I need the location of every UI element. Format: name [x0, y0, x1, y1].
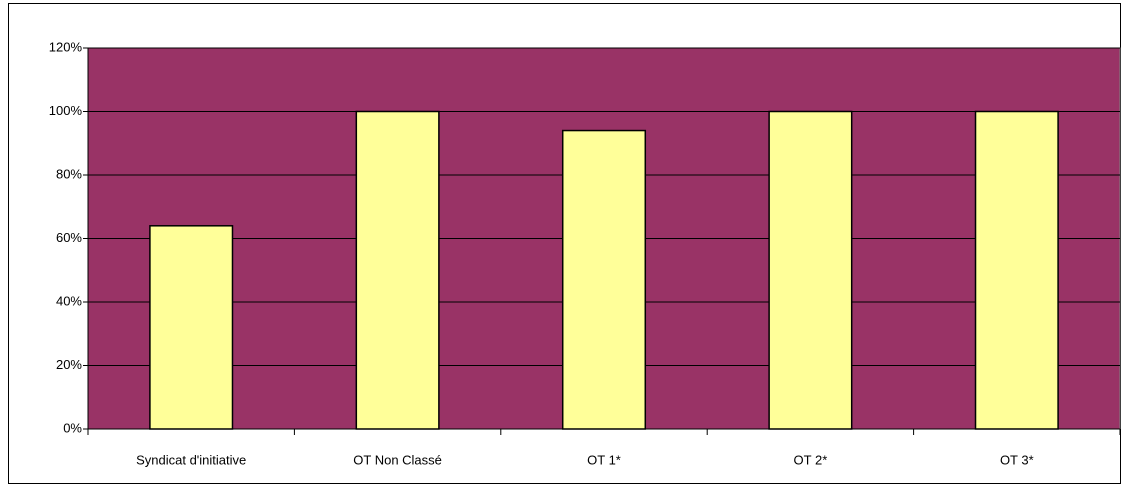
- bar: [149, 225, 234, 430]
- x-tick-label: OT 3*: [1000, 452, 1034, 467]
- x-tick-label: Syndicat d'initiative: [136, 452, 246, 467]
- bar: [355, 110, 440, 430]
- y-tick-label: 120%: [49, 39, 83, 54]
- bar: [561, 129, 647, 430]
- y-tick-label: 100%: [49, 103, 83, 118]
- y-tick-label: 60%: [56, 230, 82, 245]
- x-tick-label: OT 2*: [794, 452, 828, 467]
- x-tick-label: OT Non Classé: [353, 452, 442, 467]
- y-tick-label: 40%: [56, 293, 82, 308]
- x-tick-label: OT 1*: [587, 452, 621, 467]
- y-tick-label: 0%: [63, 420, 82, 435]
- y-tick-label: 20%: [56, 357, 82, 372]
- bar: [974, 110, 1059, 430]
- bar: [768, 110, 853, 430]
- y-tick-label: 80%: [56, 166, 82, 181]
